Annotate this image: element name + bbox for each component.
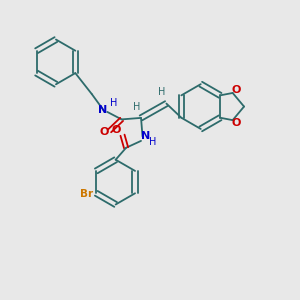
Text: O: O — [232, 85, 241, 95]
Text: N: N — [142, 130, 151, 140]
Text: Br: Br — [80, 189, 93, 199]
Text: O: O — [100, 127, 109, 137]
Text: O: O — [111, 125, 121, 135]
Text: H: H — [158, 87, 166, 97]
Text: H: H — [133, 102, 140, 112]
Text: N: N — [98, 104, 107, 115]
Text: H: H — [110, 98, 117, 108]
Text: O: O — [232, 118, 241, 128]
Text: H: H — [149, 137, 157, 147]
